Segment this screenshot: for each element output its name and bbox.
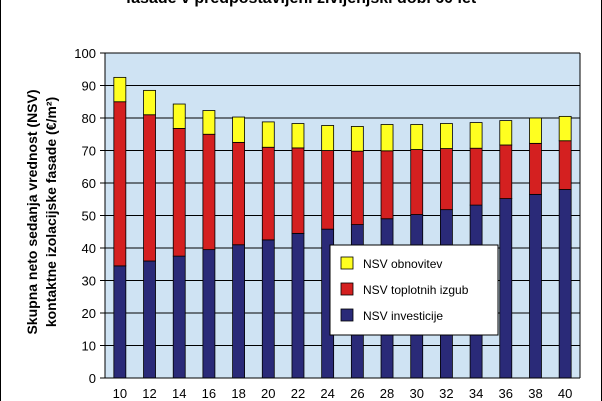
legend-label: NSV investicije xyxy=(363,309,443,323)
bar-nsv-obnovitev-40 xyxy=(558,115,572,142)
bar-nsv-obnovitev-32 xyxy=(440,123,453,149)
bar-nsv-obnovitev-18 xyxy=(232,116,245,143)
bar-nsv-investicije-38 xyxy=(529,193,542,379)
bar-nsv-toplotnih-izgub-34 xyxy=(469,147,483,206)
bar-nsv-investicije-18 xyxy=(232,244,245,379)
bar-nsv-obnovitev-36 xyxy=(499,120,513,146)
y-tick-label: 90 xyxy=(82,79,96,94)
legend-swatch xyxy=(340,256,354,270)
y-tick-label: 50 xyxy=(82,209,96,224)
bar-nsv-obnovitev-30 xyxy=(410,124,424,150)
bar-nsv-toplotnih-izgub-28 xyxy=(380,150,394,220)
x-tick-label: 16 xyxy=(202,386,216,401)
x-tick-label: 40 xyxy=(558,386,572,401)
x-tick-labels: 10 12 14 16 18 20 22 24 26 28 30 32 34 36 38 40 xyxy=(113,386,573,401)
bar-nsv-toplotnih-izgub-32 xyxy=(440,148,453,211)
bar-nsv-investicije-10 xyxy=(113,265,127,379)
chart-title: fasade v predpostavljeni življenjski dob… xyxy=(0,0,602,8)
bar-nsv-obnovitev-24 xyxy=(321,125,335,151)
bar-nsv-toplotnih-izgub-36 xyxy=(499,144,513,200)
x-tick-label: 10 xyxy=(113,386,127,401)
bar-nsv-toplotnih-izgub-18 xyxy=(232,141,245,246)
y-tick-labels: 0 10 20 30 40 50 60 70 80 90 100 xyxy=(74,46,96,386)
bar-nsv-obnovitev-20 xyxy=(261,121,275,148)
y-tick-label: 30 xyxy=(82,274,96,289)
bar-nsv-investicije-16 xyxy=(202,249,216,379)
x-tick-label: 34 xyxy=(469,386,483,401)
bar-nsv-obnovitev-16 xyxy=(202,110,216,135)
bar-nsv-investicije-22 xyxy=(291,232,305,379)
bar-nsv-obnovitev-12 xyxy=(143,89,156,116)
bar-nsv-obnovitev-28 xyxy=(380,124,394,152)
legend-swatch xyxy=(340,308,354,322)
legend: NSV obnovitev NSV toplotnih izgub NSV inve… xyxy=(329,244,499,336)
bar-nsv-toplotnih-izgub-26 xyxy=(350,150,364,225)
bar-nsv-toplotnih-izgub-22 xyxy=(291,147,305,234)
bar-nsv-toplotnih-izgub-12 xyxy=(143,114,156,262)
y-axis-label: Skupna neto sedanja vrednost (NSV) konta… xyxy=(24,89,59,334)
x-tick-label: 36 xyxy=(499,386,513,401)
y-tick-label: 10 xyxy=(82,339,96,354)
y-tick-label: 60 xyxy=(82,176,96,191)
x-tick-label: 38 xyxy=(528,386,542,401)
bar-nsv-investicije-20 xyxy=(261,239,275,379)
bar-nsv-toplotnih-izgub-20 xyxy=(261,146,275,241)
x-tick-label: 26 xyxy=(350,386,364,401)
y-tick-label: 80 xyxy=(82,111,96,126)
y-tick-label: 70 xyxy=(82,144,96,159)
bar-nsv-obnovitev-10 xyxy=(113,76,127,103)
x-tick-label: 22 xyxy=(291,386,305,401)
bar-nsv-investicije-40 xyxy=(558,189,572,379)
y-tick-label: 100 xyxy=(74,46,96,61)
y-tick-label: 20 xyxy=(82,306,96,321)
axes xyxy=(100,52,581,379)
bar-nsv-toplotnih-izgub-14 xyxy=(172,127,186,257)
y-axis-label-line-2: kontaktne izolacijske fasade (€/m²) xyxy=(43,97,59,327)
bar-nsv-obnovitev-34 xyxy=(469,122,483,149)
bar-nsv-investicije-12 xyxy=(143,260,156,379)
x-tick-label: 28 xyxy=(380,386,394,401)
bar-nsv-investicije-36 xyxy=(499,198,513,379)
bar-nsv-toplotnih-izgub-40 xyxy=(558,140,572,190)
x-tick-label: 24 xyxy=(320,386,334,401)
y-tick-label: 0 xyxy=(89,371,96,386)
x-tick-label: 12 xyxy=(142,386,156,401)
legend-box xyxy=(329,244,499,336)
bar-nsv-obnovitev-14 xyxy=(172,103,186,129)
legend-swatch xyxy=(340,282,354,296)
bar-nsv-obnovitev-26 xyxy=(350,126,364,152)
bar-nsv-obnovitev-38 xyxy=(529,117,542,144)
bar-nsv-toplotnih-izgub-24 xyxy=(321,150,335,230)
bar-nsv-toplotnih-izgub-38 xyxy=(529,142,542,195)
bar-nsv-toplotnih-izgub-16 xyxy=(202,133,216,251)
bar-nsv-toplotnih-izgub-30 xyxy=(410,149,424,215)
legend-label: NSV obnovitev xyxy=(363,257,442,271)
y-axis-label-line-1: Skupna neto sedanja vrednost (NSV) xyxy=(24,89,40,334)
x-tick-label: 20 xyxy=(261,386,275,401)
x-tick-label: 14 xyxy=(172,386,186,401)
bar-nsv-investicije-14 xyxy=(172,255,186,379)
x-tick-label: 18 xyxy=(231,386,245,401)
legend-label: NSV toplotnih izgub xyxy=(363,283,469,297)
x-tick-label: 32 xyxy=(439,386,453,401)
x-tick-label: 30 xyxy=(409,386,423,401)
bar-nsv-obnovitev-22 xyxy=(291,123,305,149)
bar-nsv-toplotnih-izgub-10 xyxy=(113,101,127,267)
y-tick-label: 40 xyxy=(82,241,96,256)
